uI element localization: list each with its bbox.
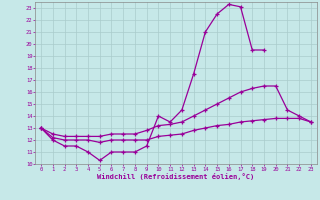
X-axis label: Windchill (Refroidissement éolien,°C): Windchill (Refroidissement éolien,°C): [97, 173, 255, 180]
